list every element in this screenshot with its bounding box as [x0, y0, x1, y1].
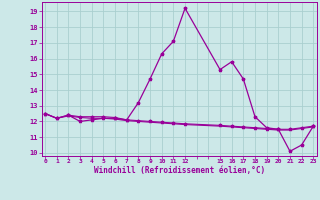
X-axis label: Windchill (Refroidissement éolien,°C): Windchill (Refroidissement éolien,°C) [94, 166, 265, 175]
